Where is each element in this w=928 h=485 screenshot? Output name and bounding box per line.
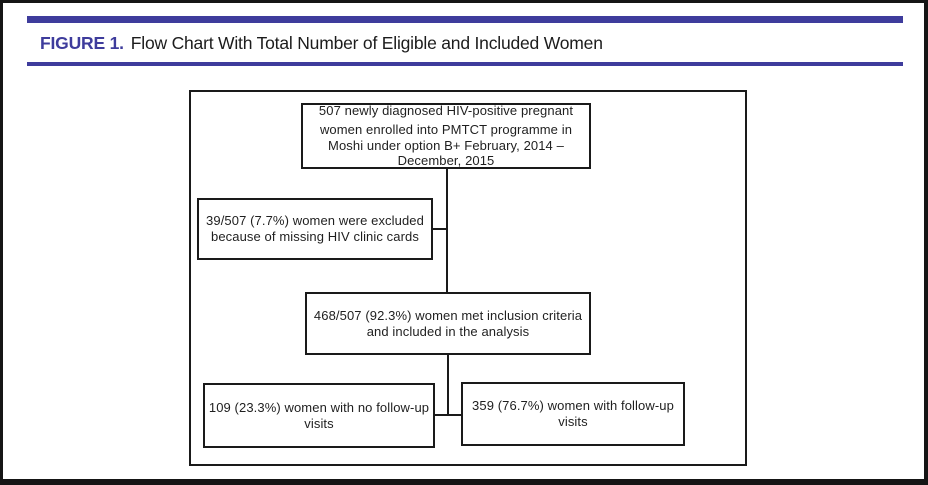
connector-excluded-branch: [433, 228, 447, 230]
node-included-text: 468/507 (92.3%) women met inclusion crit…: [313, 307, 583, 339]
figure-title-text: Flow Chart With Total Number of Eligible…: [130, 33, 603, 53]
node-enrolled-text-line1: 507 newly diagnosed HIV-positive pregnan…: [318, 102, 574, 118]
connector-enrolled-included: [446, 169, 448, 292]
connector-followup-branch: [435, 414, 461, 416]
flowchart-node-no-followup: 109 (23.3%) women with no follow-up visi…: [203, 383, 435, 448]
flowchart-node-excluded: 39/507 (7.7%) women were excluded becaus…: [197, 198, 433, 260]
figure-title: FIGURE 1. Flow Chart With Total Number of…: [40, 33, 603, 54]
accent-rule-under-title: [27, 62, 903, 66]
figure-label: FIGURE 1.: [40, 33, 124, 53]
flowchart-node-followup: 359 (76.7%) women with follow-up visits: [461, 382, 685, 446]
accent-rule-top: [27, 16, 903, 23]
flowchart-node-enrolled: 507 newly diagnosed HIV-positive pregnan…: [301, 103, 591, 169]
flowchart-frame: 507 newly diagnosed HIV-positive pregnan…: [189, 90, 747, 466]
node-no-followup-text: 109 (23.3%) women with no follow-up visi…: [208, 399, 430, 431]
connector-included-split: [447, 355, 449, 416]
node-excluded-text: 39/507 (7.7%) women were excluded becaus…: [206, 213, 424, 244]
node-followup-text: 359 (76.7%) women with follow-up visits: [472, 398, 674, 429]
flowchart-node-included: 468/507 (92.3%) women met inclusion crit…: [305, 292, 591, 355]
node-enrolled-text-rest: women enrolled into PMTCT programme in M…: [319, 121, 573, 169]
